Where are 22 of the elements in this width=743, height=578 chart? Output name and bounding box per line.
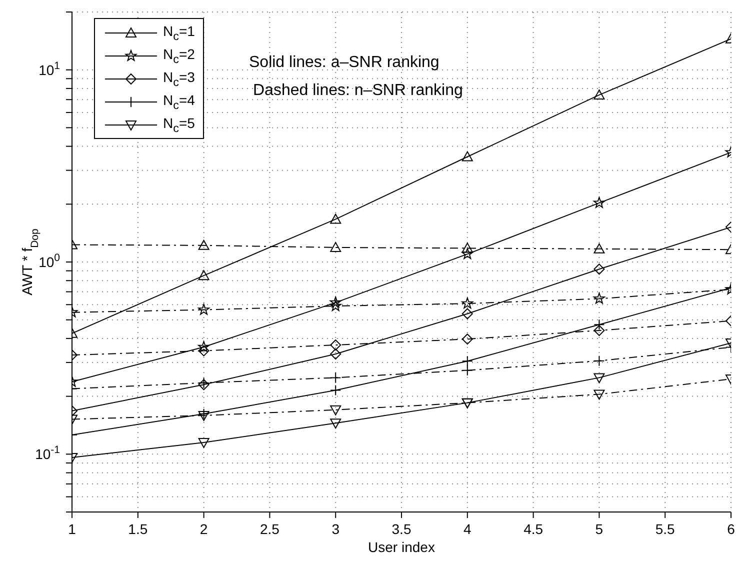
x-tick-label: 2.5: [260, 521, 280, 537]
annotation: Solid lines: a–SNR ranking: [249, 54, 440, 72]
y-tick-label: 10$^{1}$: [38, 60, 60, 78]
x-tick-label: 1: [68, 521, 76, 537]
x-tick-label: 3: [332, 521, 340, 537]
x-axis-title: User index: [368, 539, 435, 555]
y-tick-label: 10$^{-1}$: [35, 444, 60, 462]
y-tick-label: 10$^{0}$: [38, 252, 60, 270]
legend-label: N$_{c}$=5: [163, 114, 195, 134]
x-tick-label: 4.5: [524, 521, 544, 537]
x-tick-label: 5: [595, 521, 604, 537]
x-tick-label: 5.5: [655, 521, 676, 537]
x-tick-label: 3.5: [392, 521, 412, 537]
legend-label: N$_{c}$=1: [163, 22, 195, 42]
legend-label: N$_{c}$=4: [163, 92, 195, 112]
annotation: Dashed lines: n–SNR ranking: [253, 82, 463, 100]
legend-label: N$_{c}$=2: [163, 46, 195, 66]
x-tick-label: 1.5: [128, 521, 148, 537]
x-tick-label: 2: [200, 521, 208, 537]
x-tick-label: 4: [464, 521, 472, 537]
x-tick-label: 6: [727, 521, 736, 537]
legend-label: N$_{c}$=3: [163, 68, 195, 88]
